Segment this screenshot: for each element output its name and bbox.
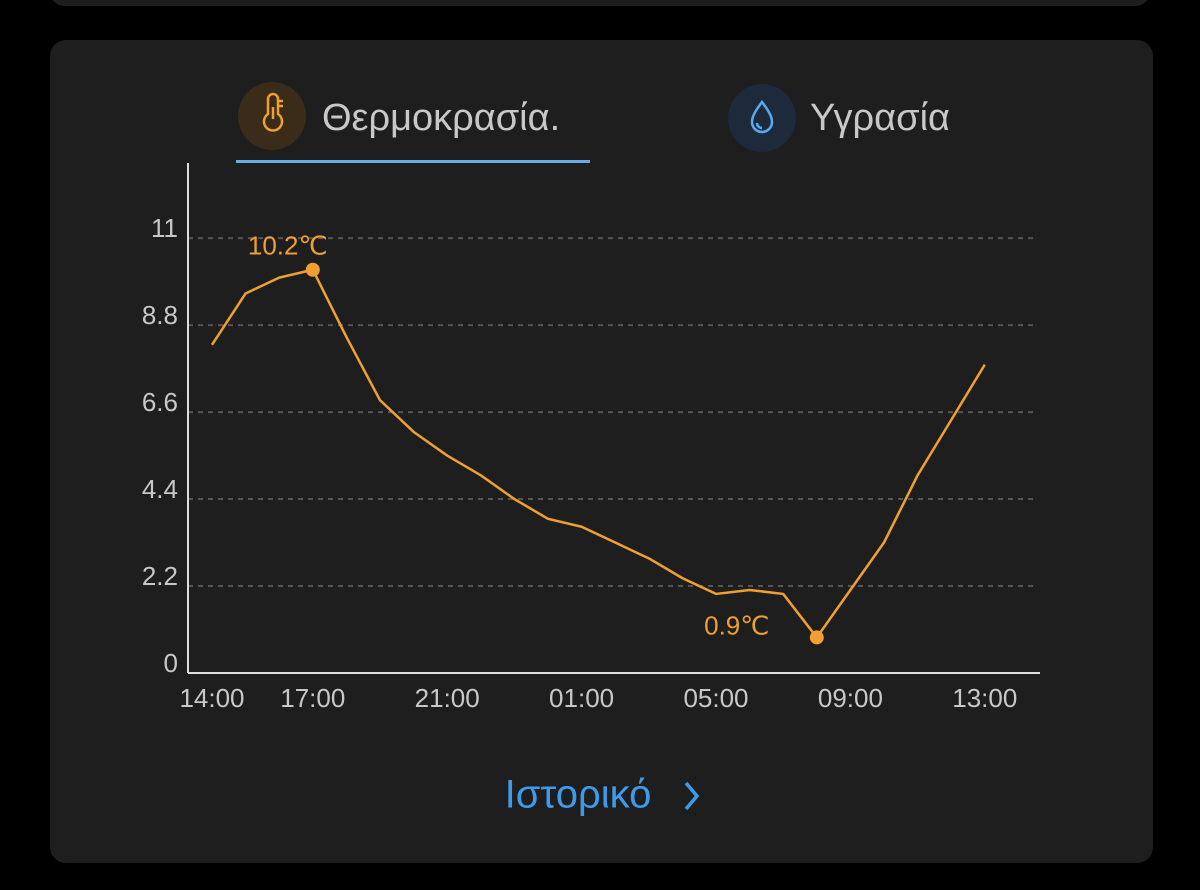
tab-underline: [236, 160, 590, 163]
value-label: 0.9℃: [704, 610, 769, 640]
x-tick-label: 14:00: [179, 683, 244, 713]
tab-icon-bg: [728, 84, 796, 152]
x-tick-label: 17:00: [280, 683, 345, 713]
tab-humidity[interactable]: Υγρασία: [728, 84, 950, 152]
card: [50, 40, 1153, 863]
tab-temperature[interactable]: Θερμοκρασία.: [236, 82, 590, 163]
x-tick-label: 09:00: [818, 683, 883, 713]
point-marker: [305, 262, 320, 277]
drop-icon: [750, 99, 774, 134]
temperature-line: [210, 268, 986, 639]
x-tick-label: 21:00: [415, 683, 480, 713]
chart: 0 2.2 4.4 6.6 8.8 11 14:00 17:00 21:00 01:00 05:00…: [142, 163, 1040, 713]
x-tick-label: 05:00: [683, 683, 748, 713]
y-tick-label: 2.2: [142, 561, 178, 591]
previous-card: [52, 0, 1148, 6]
y-tick-label: 8.8: [142, 300, 178, 330]
x-tick-label: 01:00: [549, 683, 614, 713]
y-tick-label: 6.6: [142, 387, 178, 417]
point-marker: [809, 630, 824, 645]
history-link[interactable]: Ιστορικό: [505, 773, 700, 817]
chevron: [684, 781, 700, 811]
value-label: 10.2℃: [248, 231, 328, 261]
y-tick-label: 11: [151, 213, 178, 243]
y-tick-label: 0: [164, 648, 178, 678]
tab-label: Υγρασία: [810, 97, 950, 139]
thermometer-detail: [271, 99, 283, 119]
tab-label: Θερμοκρασία.: [322, 97, 560, 139]
link-label: Ιστορικό: [505, 773, 652, 817]
y-tick-label: 4.4: [142, 474, 178, 504]
thermometer-icon: [262, 92, 284, 132]
drop-detail: [755, 122, 763, 130]
x-tick-label: 13:00: [952, 683, 1017, 713]
